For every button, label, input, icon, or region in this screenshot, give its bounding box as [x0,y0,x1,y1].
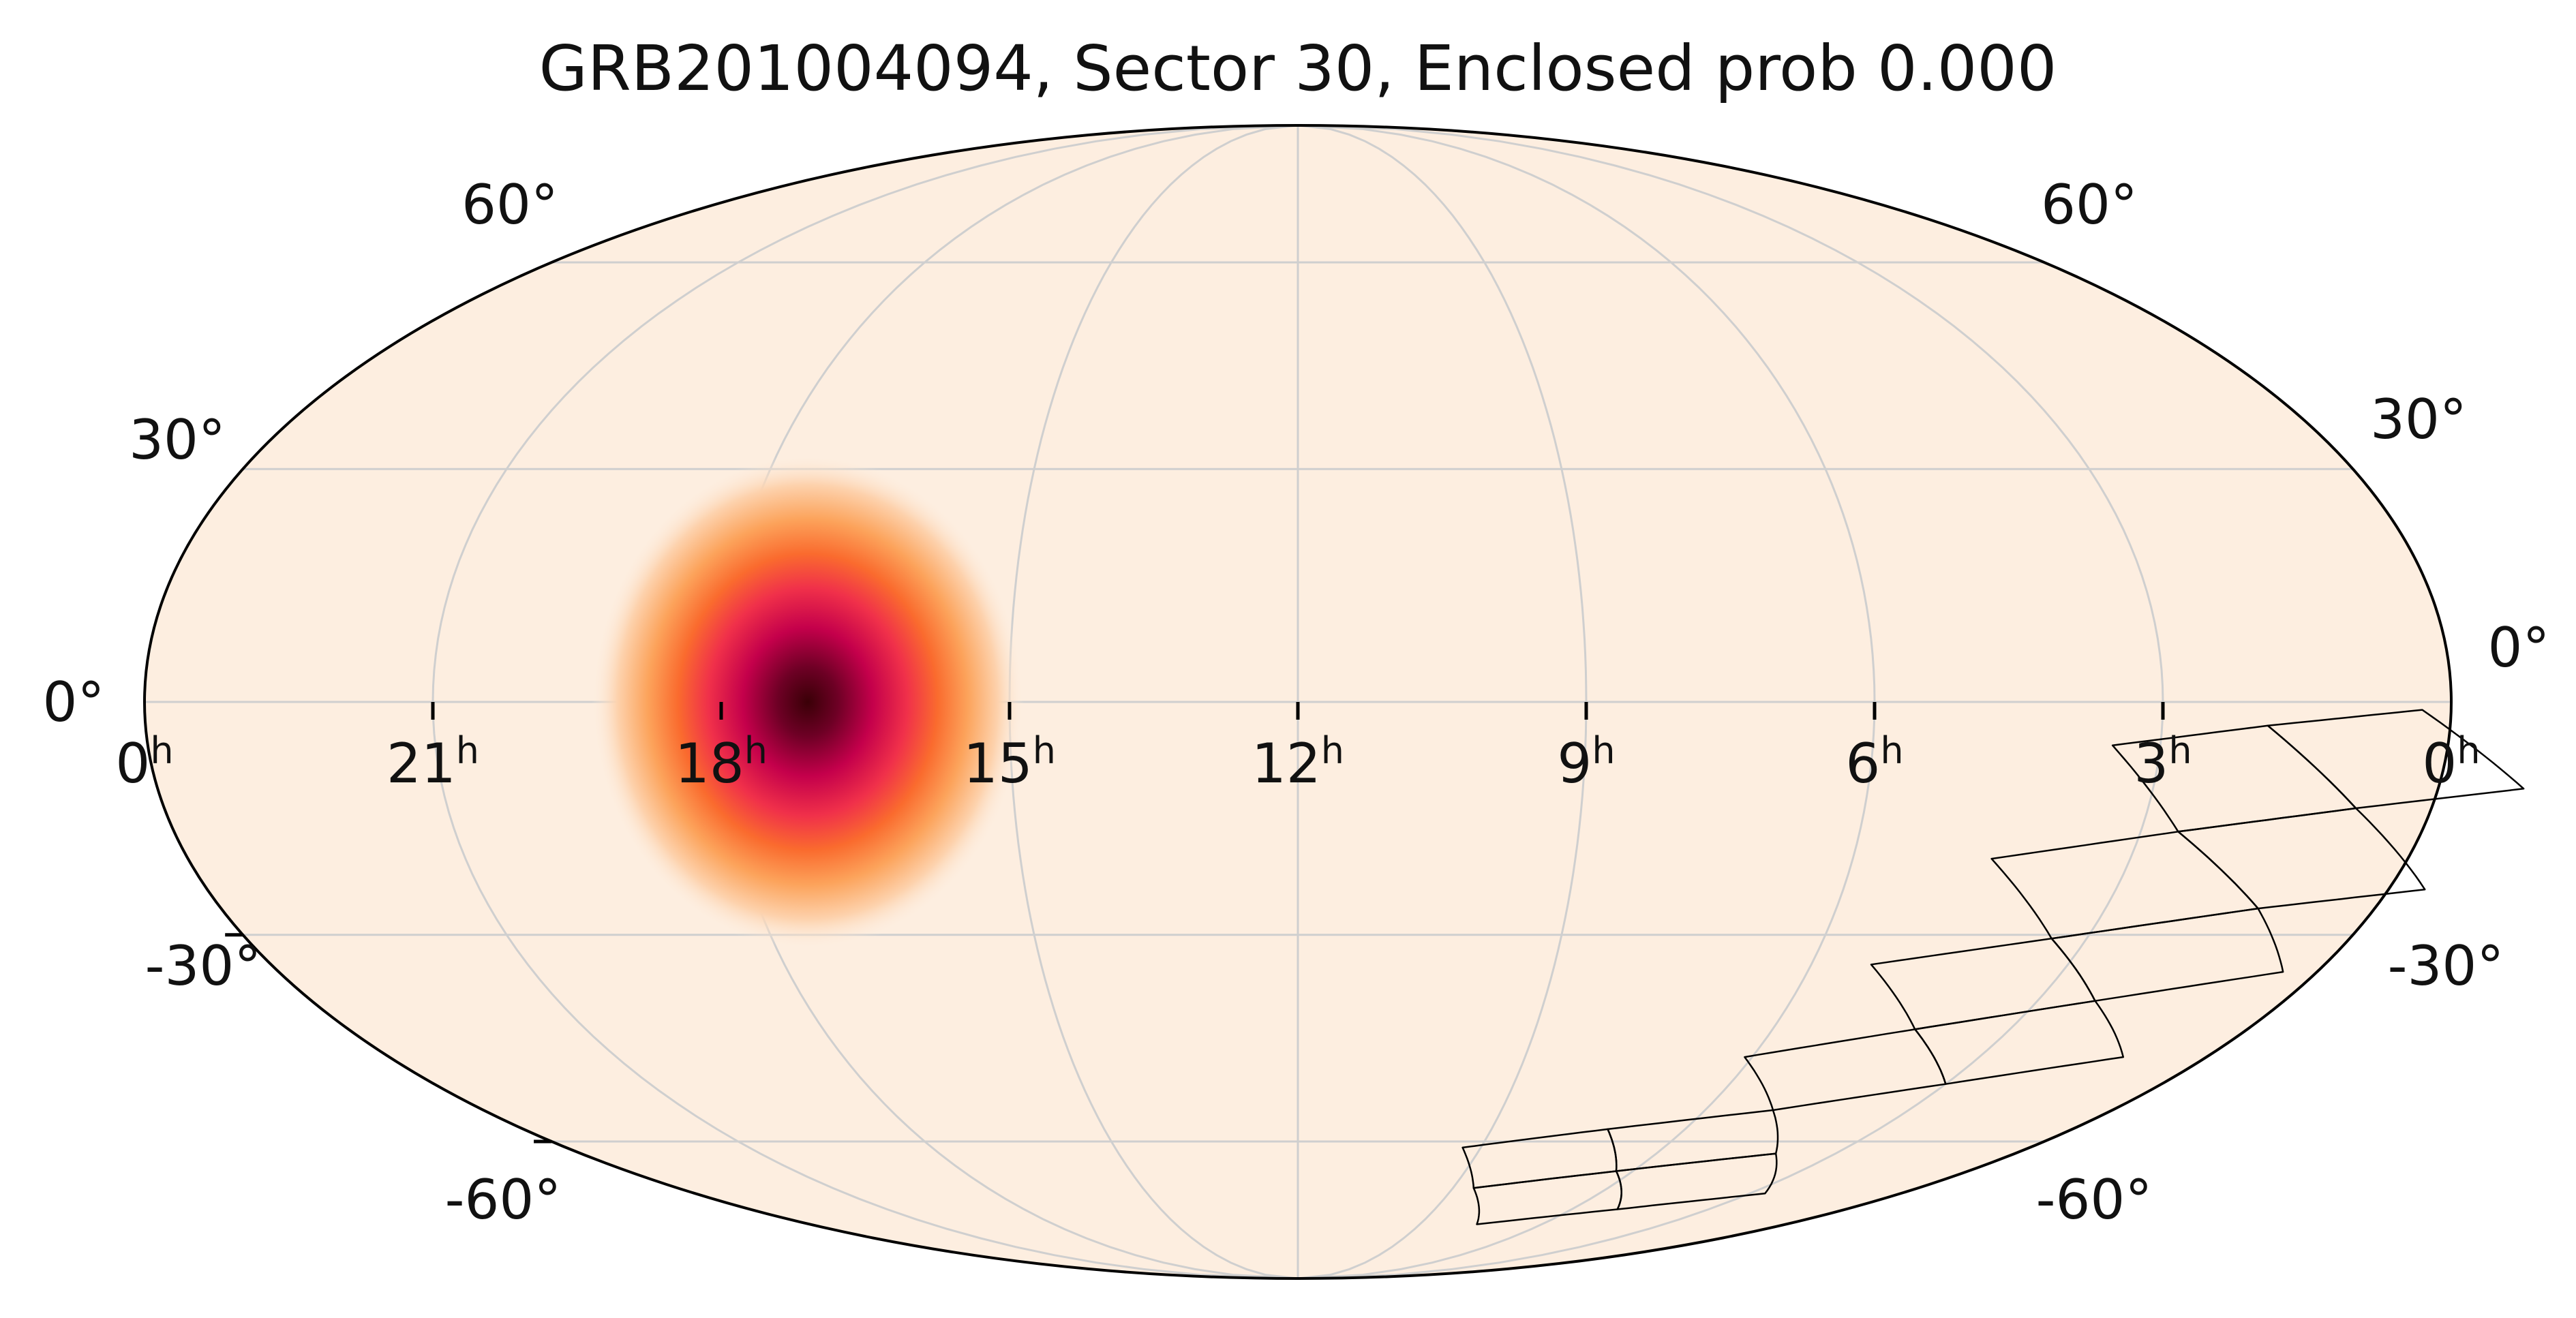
ccd-outline [1472,1170,1622,1225]
dec-label-right: -60° [2036,1168,2153,1231]
ra-label-unit: h [150,729,173,772]
ra-label-value: 12 [1252,732,1321,795]
map-outline [143,124,2453,1280]
dec-label-left: 30° [129,408,226,472]
ra-label: 21h [387,729,479,795]
probability-peak-blob [591,455,1025,949]
ra-label-value: 18 [675,732,744,795]
ra-label: 3h [2134,729,2192,795]
ra-label: 6h [1845,729,1903,795]
axis-ticks [225,702,2165,1144]
probability-layer [591,455,1025,949]
ra-label: 0h [2422,729,2480,795]
dec-label-right: 30° [2370,388,2467,451]
tess-sector-footprints [1461,709,2525,1225]
ra-label-value: 0 [115,732,150,795]
dec-label-left: 0° [43,671,105,734]
ra-label-value: 6 [1845,732,1880,795]
axis-labels: 0h 21h 18h 15h 12h 9h 6h 3h 0h60°30°0°-30°-60°60… [43,173,2550,1231]
ra-label-value: 15 [963,732,1033,795]
ra-label-unit: h [2457,729,2480,772]
ra-label-value: 0 [2422,732,2457,795]
ra-label-unit: h [2168,729,2192,772]
dec-label-right: 60° [2041,173,2138,236]
ra-label: 0h [115,729,173,795]
footprint-camera-3 [1461,1109,1779,1225]
dec-label-left: -30° [145,934,262,998]
ra-label: 12h [1252,729,1344,795]
dec-label-right: -30° [2388,934,2504,998]
ra-label-unit: h [1033,729,1056,772]
ra-label-unit: h [456,729,479,772]
ra-label: 15h [963,729,1056,795]
dec-label-left: 60° [461,173,558,236]
ra-label-value: 9 [1557,732,1592,795]
ra-label: 18h [675,729,768,795]
ra-label-unit: h [744,729,768,772]
dec-label-left: -60° [445,1168,562,1231]
ra-label-unit: h [1880,729,1903,772]
ra-label-unit: h [1592,729,1615,772]
ra-label-unit: h [1321,729,1344,772]
ra-label: 9h [1557,729,1615,795]
dec-label-right: 0° [2488,616,2550,679]
ra-label-value: 3 [2134,732,2168,795]
ra-label-value: 21 [387,732,456,795]
map-title: GRB201004094, Sector 30, Enclosed prob 0… [539,32,2057,105]
